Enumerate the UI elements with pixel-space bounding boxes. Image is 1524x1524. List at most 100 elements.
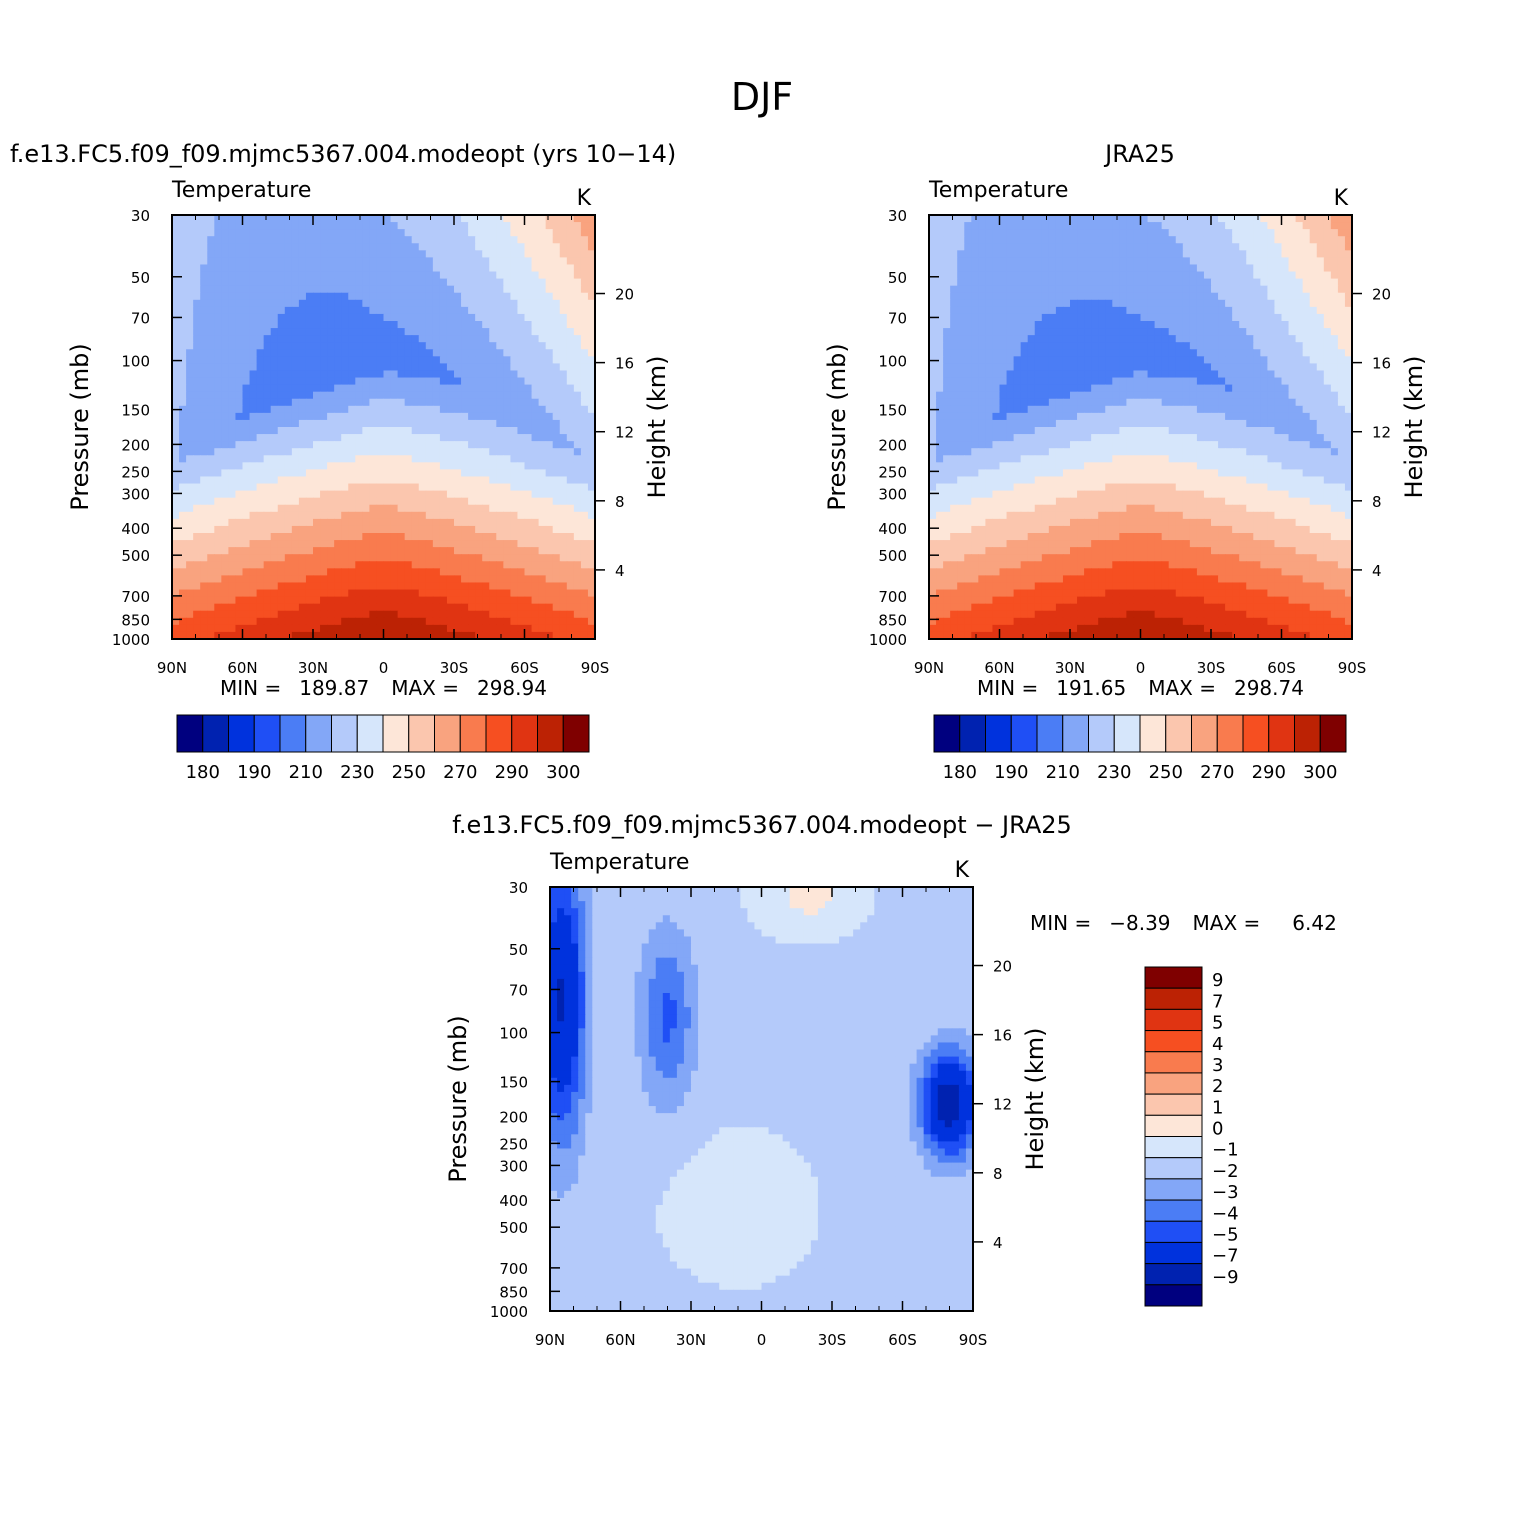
contour-cell [221, 554, 229, 562]
contour-cell [446, 299, 455, 308]
contour-cell [1218, 257, 1226, 266]
contour-cell [404, 540, 413, 548]
contour-cell [432, 497, 441, 506]
contour-cell [1161, 271, 1170, 280]
contour-cell [475, 631, 483, 640]
contour-cell [432, 384, 441, 393]
contour-cell [538, 462, 547, 470]
contour-cell [1055, 313, 1064, 322]
panel-title: JRA25 [1103, 140, 1175, 168]
contour-cell [524, 582, 533, 591]
contour-cell [1239, 278, 1247, 287]
contour-cell [355, 554, 363, 562]
contour-cell [1048, 257, 1057, 266]
contour-cell [214, 292, 222, 301]
contour-cell [376, 215, 385, 223]
contour-cell [320, 313, 328, 322]
contour-cell [524, 285, 533, 294]
contour-cell [397, 540, 406, 548]
contour-cell [517, 631, 526, 640]
contour-cell [242, 306, 251, 315]
contour-cell [348, 631, 356, 640]
contour-cell [489, 335, 497, 343]
contour-cell [1112, 349, 1120, 357]
contour-cell [418, 236, 427, 244]
contour-cell [334, 469, 342, 478]
contour-cell [1323, 356, 1332, 364]
contour-cell [214, 603, 222, 612]
contour-cell [468, 405, 476, 414]
contour-cell [390, 469, 399, 478]
contour-cell [510, 236, 519, 244]
contour-cell [552, 462, 561, 470]
contour-cell [545, 215, 554, 223]
contour-cell [235, 278, 244, 287]
contour-cell [496, 631, 504, 640]
contour-cell [1154, 321, 1163, 329]
contour-cell [242, 363, 251, 372]
contour-cell [376, 603, 385, 612]
contour-cell [496, 342, 504, 350]
contour-cell [235, 540, 244, 548]
contour-cell [1288, 229, 1297, 237]
contour-cell [1337, 285, 1346, 294]
contour-cell [221, 243, 229, 251]
contour-cell [461, 257, 469, 266]
contour-cell [397, 391, 406, 400]
contour-cell [376, 582, 385, 591]
contour-cell [291, 490, 300, 499]
contour-cell [461, 631, 469, 640]
contour-cell [475, 321, 483, 329]
contour-cell [235, 441, 244, 449]
contour-cell [510, 568, 519, 576]
contour-cell [277, 497, 286, 506]
contour-cell [1323, 243, 1332, 251]
contour-cell [950, 278, 958, 287]
contour-cell [256, 568, 265, 576]
contour-cell [1034, 243, 1043, 251]
contour-cell [1323, 342, 1332, 350]
contour-cell [482, 462, 490, 470]
contour-cell [404, 363, 413, 372]
contour-cell [404, 483, 413, 492]
contour-cell [179, 525, 187, 534]
contour-cell [439, 292, 448, 301]
contour-cell [510, 313, 519, 322]
contour-cell [1062, 342, 1071, 350]
contour-cell [298, 391, 307, 400]
contour-cell [1077, 335, 1085, 343]
contour-cell [936, 306, 944, 315]
contour-cell [277, 525, 286, 534]
contour-cell [235, 455, 244, 463]
contour-cell [1091, 271, 1099, 280]
contour-cell [489, 554, 497, 562]
contour-cell [369, 264, 378, 273]
contour-cell [298, 405, 307, 414]
contour-cell [454, 243, 462, 251]
contour-cell [985, 271, 994, 280]
contour-cell [1098, 285, 1106, 294]
contour-cell [249, 448, 258, 456]
contour-cell [1274, 321, 1283, 329]
contour-cell [186, 540, 194, 548]
contour-cell [510, 540, 519, 548]
contour-cell [1147, 299, 1156, 308]
contour-cell [531, 313, 540, 322]
contour-cell [242, 236, 251, 244]
contour-cell [489, 497, 497, 506]
contour-cell [538, 313, 547, 322]
contour-cell [461, 313, 469, 322]
contour-cell [383, 377, 392, 386]
contour-cell [1006, 321, 1015, 329]
contour-cell [587, 462, 596, 470]
contour-cell [489, 419, 497, 428]
contour-cell [298, 257, 307, 266]
contour-cell [446, 533, 455, 541]
contour-cell [517, 419, 526, 428]
contour-cell [552, 335, 561, 343]
contour-cell [362, 568, 370, 576]
contour-cell [482, 518, 490, 527]
contour-cell [482, 596, 490, 605]
contour-cell [193, 342, 201, 350]
contour-cell [1175, 299, 1184, 308]
